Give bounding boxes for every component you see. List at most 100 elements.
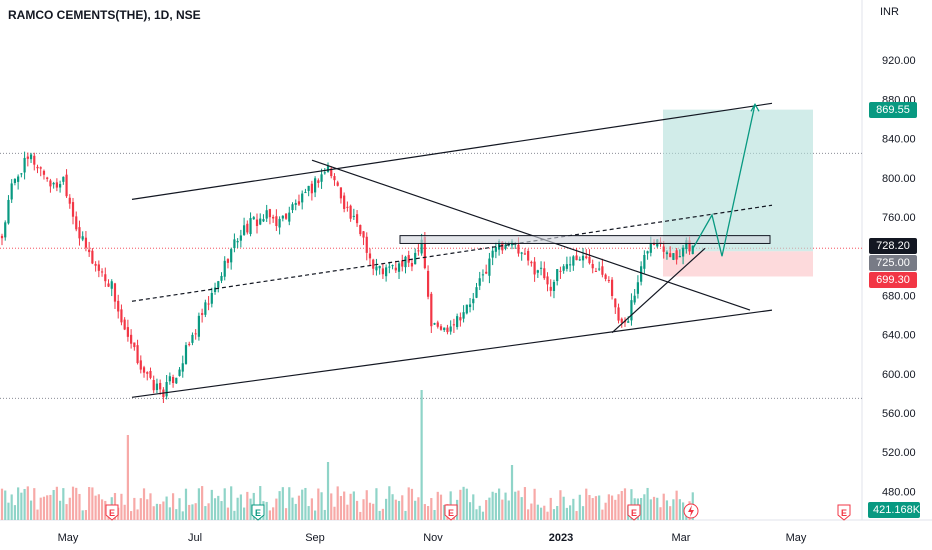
earnings-label: E	[255, 508, 261, 518]
volume-bar	[323, 509, 326, 520]
candle-body	[178, 369, 181, 376]
volume-bar	[4, 490, 7, 520]
volume-bar	[171, 493, 175, 520]
candle-body	[42, 170, 46, 175]
x-tick-label: May	[58, 532, 79, 544]
candle-body	[171, 377, 175, 383]
volume-bar	[533, 488, 536, 520]
candle-body	[333, 176, 336, 181]
volume-bar	[272, 507, 275, 520]
volume-bar	[423, 504, 426, 520]
earnings-label: E	[841, 508, 847, 518]
volume-bar	[375, 488, 378, 520]
candle-body	[288, 212, 291, 222]
volume-bar	[336, 486, 339, 520]
volume-bar	[662, 493, 665, 520]
candle-body	[349, 205, 352, 219]
candle-body	[100, 271, 104, 273]
candle-body	[343, 195, 346, 209]
volume-bar	[239, 494, 242, 520]
volume-bar	[68, 497, 71, 520]
volume-bar	[339, 496, 343, 520]
candle-body	[527, 251, 530, 261]
candle-body	[10, 183, 13, 200]
volume-bar	[62, 488, 65, 520]
volume-bar	[275, 498, 278, 520]
volume-bar	[288, 487, 291, 520]
volume-bar	[7, 502, 10, 520]
candle-body	[204, 302, 207, 315]
volume-bar	[226, 507, 230, 520]
volume-bar	[75, 487, 78, 520]
candle-body	[562, 266, 565, 271]
earnings-icon	[837, 504, 851, 521]
volume-bar	[640, 497, 643, 520]
candle-body	[117, 300, 120, 312]
volume-bar	[223, 488, 226, 520]
volume-bar	[310, 498, 313, 520]
candle-body	[662, 246, 665, 252]
earnings-label: E	[631, 508, 637, 518]
volume-bar	[610, 495, 614, 520]
candle-body	[488, 258, 491, 276]
volume-bar	[184, 488, 188, 520]
chart-title: RAMCO CEMENTS(THE), 1D, NSE	[8, 8, 201, 22]
candle-body	[46, 177, 49, 179]
candle-body	[594, 270, 598, 272]
volume-bar	[572, 498, 575, 520]
candle-body	[433, 323, 436, 325]
volume-bar	[501, 499, 504, 520]
volume-bar	[665, 500, 669, 520]
volume-bar	[478, 505, 481, 520]
earnings-label: E	[448, 508, 454, 518]
candle-body	[336, 182, 339, 186]
candle-body	[110, 281, 113, 289]
volume-bar	[388, 486, 391, 520]
channel-midline	[131, 204, 773, 302]
volume-bar	[643, 494, 646, 520]
volume-bar	[162, 501, 165, 520]
candle-body	[565, 264, 568, 269]
volume-bar	[378, 510, 381, 520]
candle-body	[465, 304, 468, 314]
candle-body	[569, 264, 572, 266]
candle-body	[359, 224, 362, 235]
candle-body	[281, 215, 284, 219]
earnings-icon	[627, 504, 641, 521]
candle-body	[4, 222, 7, 238]
candle-body	[142, 367, 146, 373]
candle-body	[23, 157, 26, 173]
volume-bar	[104, 500, 107, 520]
candle-body	[297, 201, 301, 205]
volume-bar	[443, 504, 446, 520]
volume-bar	[523, 487, 527, 520]
volume-bar	[294, 503, 297, 520]
volume-bar	[136, 509, 139, 520]
x-tick-label: Mar	[672, 532, 691, 544]
volume-bar	[278, 491, 281, 520]
volume-bar	[346, 504, 349, 520]
candle-body	[585, 256, 588, 259]
candle-body	[423, 236, 426, 269]
volume-bar	[59, 500, 62, 520]
volume-bar	[617, 494, 620, 520]
entry-price-tag: 725.00	[869, 255, 917, 271]
volume-bar	[133, 497, 136, 520]
candle-body	[636, 282, 639, 294]
candle-body	[559, 270, 562, 272]
candle-body	[255, 219, 259, 226]
candle-body	[65, 174, 68, 197]
candle-body	[617, 307, 620, 321]
volume-bar	[207, 503, 210, 520]
candle-body	[646, 251, 649, 254]
candle-body	[533, 261, 536, 275]
candle-body	[123, 319, 126, 330]
candle-body	[242, 225, 246, 235]
candle-body	[475, 287, 478, 298]
candle-body	[672, 253, 675, 260]
candle-body	[233, 239, 236, 249]
volume-bar	[394, 499, 397, 520]
candle-body	[459, 317, 462, 321]
volume-bar	[39, 497, 42, 520]
